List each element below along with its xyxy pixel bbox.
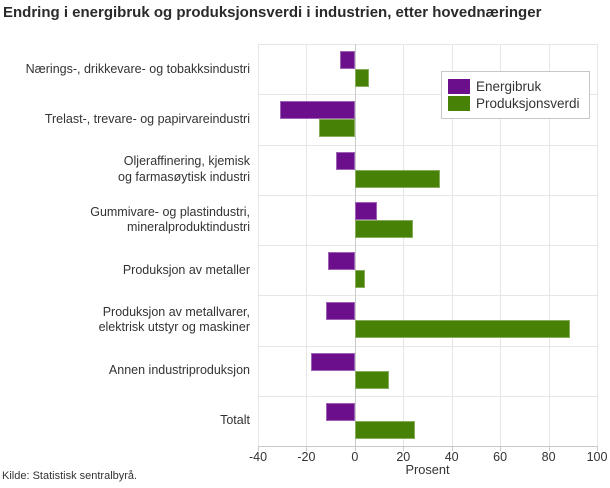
x-tick-mark xyxy=(597,447,598,451)
x-axis-title: Prosent xyxy=(405,462,450,477)
legend-item: Energibruk xyxy=(448,79,580,94)
bar-produksjonsverdi xyxy=(354,420,416,439)
legend-swatch xyxy=(448,96,470,111)
row-gridline xyxy=(258,144,597,146)
legend-label: Produksjonsverdi xyxy=(476,96,580,111)
x-gridline xyxy=(258,44,259,446)
row-gridline xyxy=(258,295,597,297)
x-axis-line xyxy=(258,446,598,447)
category-label: Annen industriproduksjon xyxy=(108,363,250,378)
x-tick-mark xyxy=(451,447,453,451)
chart-title: Endring i energibruk og produksjonsverdi… xyxy=(3,4,542,21)
zero-gridline xyxy=(354,44,356,446)
row-gridline xyxy=(258,194,597,196)
bar-produksjonsverdi xyxy=(354,69,370,87)
x-gridline xyxy=(500,44,502,446)
source-note: Kilde: Statistisk sentralbyrå. xyxy=(2,470,138,482)
x-tick-label: 40 xyxy=(444,450,459,464)
category-label: Produksjon av metallvarer, elektrisk uts… xyxy=(98,305,250,335)
bar-energibruk xyxy=(354,201,377,220)
row-gridline xyxy=(258,345,597,347)
bar-energibruk xyxy=(279,101,355,120)
x-gridline xyxy=(597,44,598,446)
bar-produksjonsverdi xyxy=(318,119,355,138)
x-tick-mark xyxy=(500,447,502,451)
x-tick-label: -20 xyxy=(297,450,316,464)
bar-energibruk xyxy=(311,352,355,371)
x-tick-mark xyxy=(306,447,308,451)
legend: Energibruk Produksjonsverdi xyxy=(441,71,590,119)
legend-label: Energibruk xyxy=(476,79,542,94)
bar-produksjonsverdi xyxy=(354,370,389,389)
legend-item: Produksjonsverdi xyxy=(448,96,580,111)
x-tick-label: 20 xyxy=(396,450,411,464)
x-gridline xyxy=(306,44,308,446)
row-gridline xyxy=(258,44,597,45)
x-tick-mark xyxy=(403,447,405,451)
row-gridline xyxy=(258,395,597,397)
plot-area: -40 -20 0 20 40 60 80 100 xyxy=(249,44,607,464)
bar-produksjonsverdi xyxy=(354,219,413,238)
x-tick-label: -40 xyxy=(248,450,268,464)
category-label: Produksjon av metaller xyxy=(122,262,250,277)
bar-energibruk xyxy=(340,51,355,69)
x-tick-mark xyxy=(548,447,550,451)
x-gridline xyxy=(403,44,405,446)
bar-energibruk xyxy=(335,151,355,170)
x-gridline xyxy=(548,44,550,446)
x-tick-mark xyxy=(258,447,259,451)
x-gridline xyxy=(451,44,453,446)
category-label: Oljeraffinering, kjemisk og farmasøytisk… xyxy=(118,154,250,184)
bar-energibruk xyxy=(325,302,355,321)
x-tick-label: 60 xyxy=(493,450,508,464)
category-label: Trelast-, trevare- og papirvareindustri xyxy=(44,111,250,126)
bar-produksjonsverdi xyxy=(354,270,365,288)
category-label: Totalt xyxy=(220,413,250,428)
x-tick-label: 80 xyxy=(541,450,556,464)
x-tick-mark xyxy=(354,447,356,451)
category-label: Nærings-, drikkevare- og tobakksindustri xyxy=(25,61,250,76)
x-tick-label: 0 xyxy=(351,450,359,464)
bar-energibruk xyxy=(328,252,355,270)
row-gridline xyxy=(258,94,597,96)
bar-energibruk xyxy=(325,402,355,421)
category-label: Gummivare- og plastindustri, mineralprod… xyxy=(90,204,250,234)
bar-produksjonsverdi xyxy=(354,169,440,188)
legend-swatch xyxy=(448,79,470,94)
x-tick-label: 100 xyxy=(586,450,608,464)
category-axis: Nærings-, drikkevare- og tobakksindustri… xyxy=(0,44,250,446)
row-gridline xyxy=(258,245,597,246)
bar-produksjonsverdi xyxy=(354,320,571,339)
